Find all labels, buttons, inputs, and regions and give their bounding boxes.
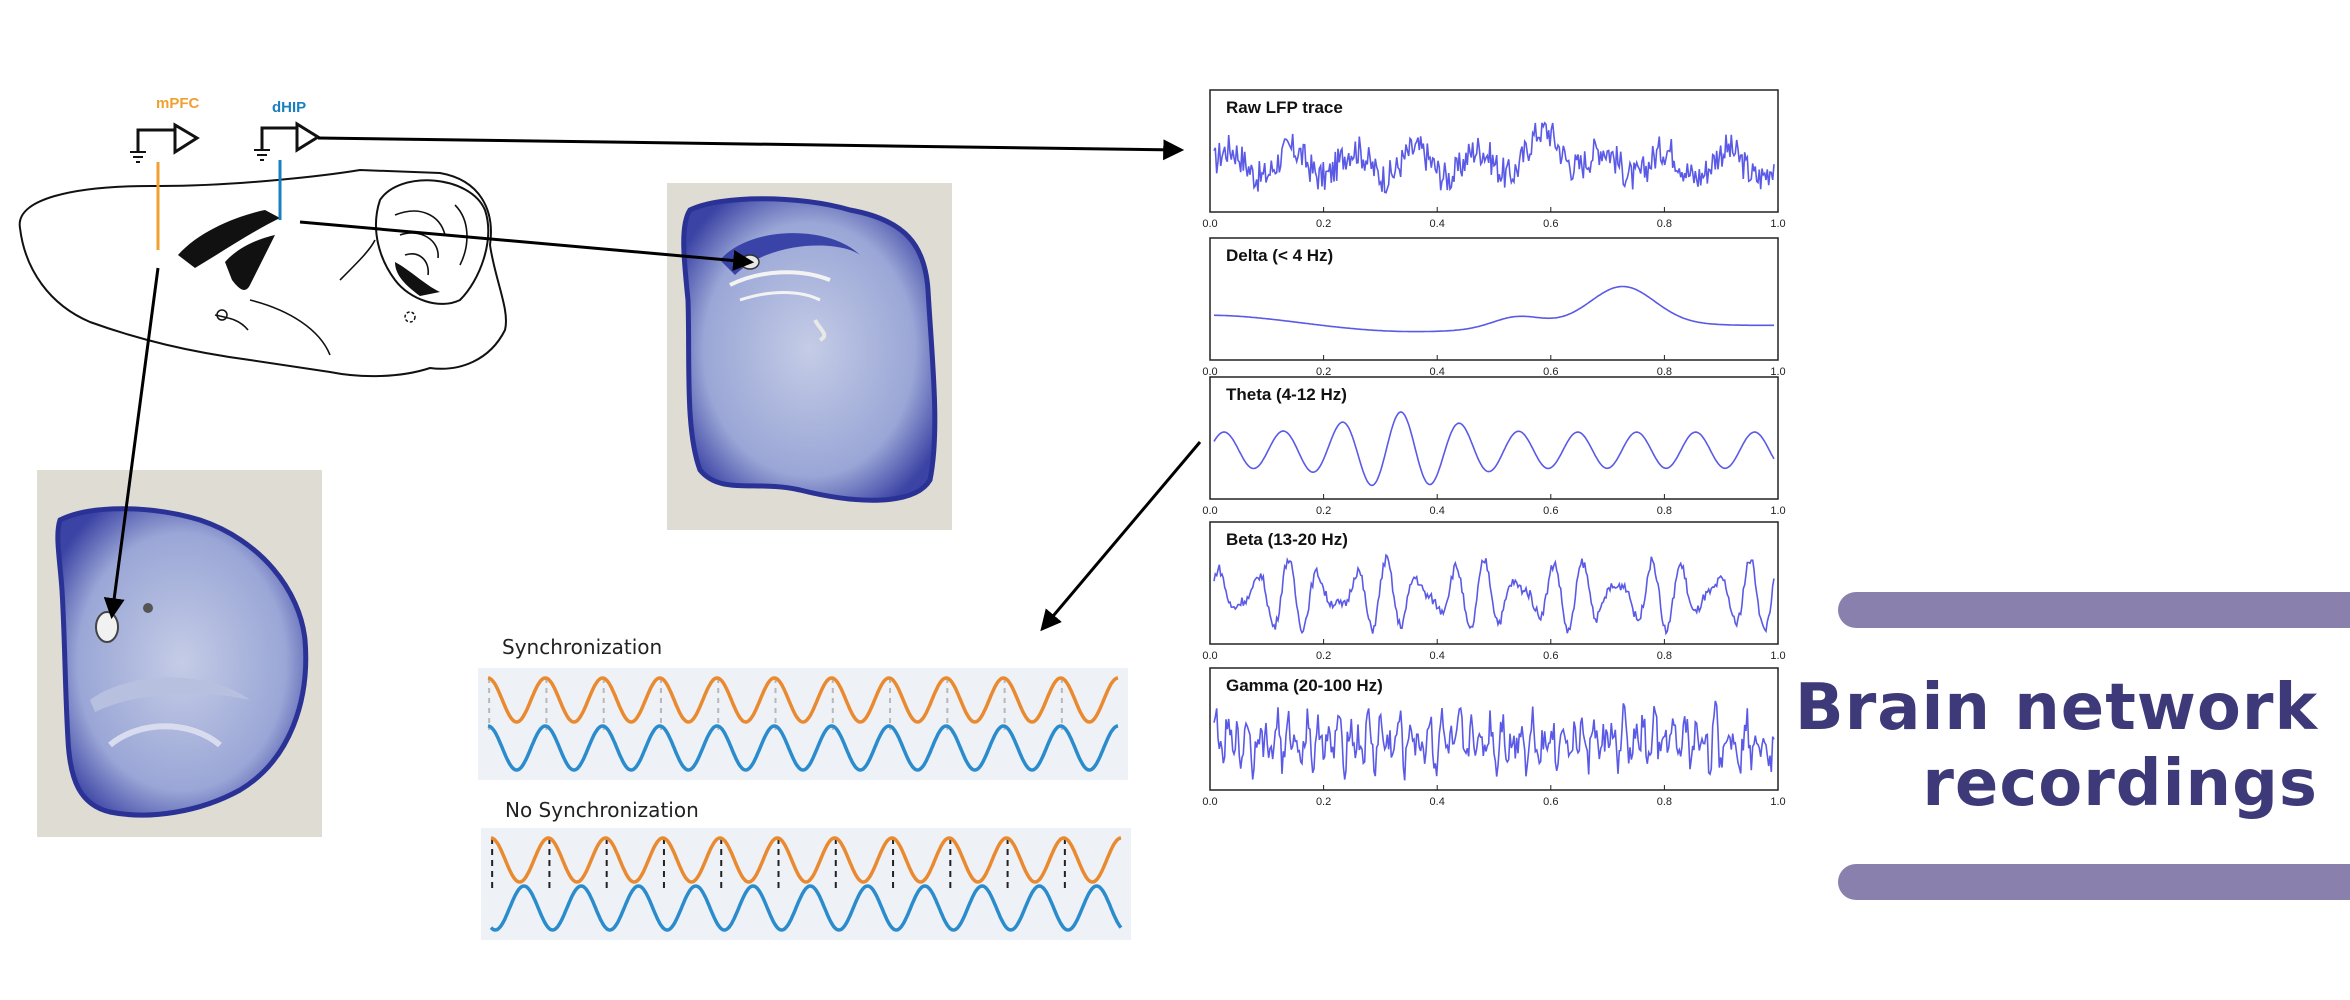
x-tick-label: 0.6 <box>1543 218 1558 230</box>
x-tick-label: 0.2 <box>1316 650 1331 662</box>
x-tick-label: 1.0 <box>1770 505 1785 517</box>
no-synchronization-panel: No Synchronization <box>481 798 1131 940</box>
lfp-panel-frame <box>1209 237 1779 361</box>
arrow-mpfc-to-prefrontal <box>103 267 160 620</box>
panel-label-theta: Theta (4-12 Hz) <box>1226 385 1347 404</box>
x-tick-label: 0.2 <box>1316 505 1331 517</box>
x-tick-label: 0.6 <box>1543 366 1558 378</box>
x-tick-label: 0.8 <box>1657 796 1672 808</box>
x-tick-label: 0.6 <box>1543 650 1558 662</box>
lfp-trace-gamma <box>1213 700 1775 781</box>
x-tick-label: 0.6 <box>1543 505 1558 517</box>
mpfc-amplifier-icon <box>130 122 200 163</box>
x-tick-label: 1.0 <box>1770 366 1785 378</box>
title-block: Brain network recordings <box>1795 670 2318 822</box>
x-tick-label: 0.0 <box>1202 366 1217 378</box>
title-bar-top <box>1838 592 2350 628</box>
arrow-dhip-to-raw-trace <box>317 136 1185 161</box>
arrow-dhip-to-hippocampus <box>299 220 755 271</box>
lfp-trace-raw <box>1213 121 1775 194</box>
x-tick-label: 0.2 <box>1316 366 1331 378</box>
panel-label-beta: Beta (13-20 Hz) <box>1226 530 1348 549</box>
lfp-trace-theta <box>1213 411 1775 487</box>
x-tick-label: 0.8 <box>1657 505 1672 517</box>
lfp-panel-frame <box>1209 376 1779 500</box>
title-line-1: Brain network <box>1794 671 2318 745</box>
x-tick-label: 0.4 <box>1430 505 1445 517</box>
orange-oscillation-wave <box>490 836 1122 884</box>
x-tick-label: 0.2 <box>1316 796 1331 808</box>
x-tick-label: 0.8 <box>1657 650 1672 662</box>
dhip-amplifier-icon <box>254 121 321 161</box>
x-tick-label: 0.0 <box>1202 796 1217 808</box>
lfp-trace-beta <box>1213 553 1775 636</box>
x-tick-label: 0.0 <box>1202 650 1217 662</box>
x-tick-label: 0.4 <box>1430 796 1445 808</box>
x-tick-label: 0.2 <box>1316 218 1331 230</box>
x-tick-label: 0.0 <box>1202 505 1217 517</box>
blue-oscillation-wave <box>489 884 1123 932</box>
blue-oscillation-wave <box>487 724 1119 772</box>
dhip-label: dHIP <box>272 99 306 116</box>
no-sync-label: No Synchronization <box>505 798 699 822</box>
connector-arrows <box>103 136 1202 632</box>
orange-oscillation-wave <box>487 676 1119 724</box>
prefrontal-histology-image <box>37 470 322 837</box>
arrow-theta-to-sync <box>1040 441 1202 632</box>
x-tick-label: 0.0 <box>1202 218 1217 230</box>
x-tick-label: 1.0 <box>1770 650 1785 662</box>
x-tick-label: 1.0 <box>1770 796 1785 808</box>
mpfc-label: mPFC <box>156 95 200 112</box>
x-tick-label: 0.4 <box>1430 366 1445 378</box>
panel-label-gamma: Gamma (20-100 Hz) <box>1226 676 1383 695</box>
lfp-trace-delta <box>1213 285 1774 333</box>
brain-sagittal-diagram: mPFC dHIP <box>18 95 507 378</box>
title-line-2: recordings <box>1922 747 2318 821</box>
x-tick-label: 0.8 <box>1657 218 1672 230</box>
lfp-panel-stack: Raw LFP trace 0.0 0.2 0.4 0.6 0.8 1.0 Delta (< … <box>1202 89 1786 808</box>
x-tick-label: 0.4 <box>1430 218 1445 230</box>
panel-label-raw: Raw LFP trace <box>1226 98 1343 117</box>
panel-label-delta: Delta (< 4 Hz) <box>1226 246 1333 265</box>
x-tick-label: 0.8 <box>1657 366 1672 378</box>
sync-label: Synchronization <box>502 635 662 659</box>
hippocampus-histology-image <box>667 183 952 530</box>
x-tick-label: 0.6 <box>1543 796 1558 808</box>
x-tick-label: 0.4 <box>1430 650 1445 662</box>
title-bar-bottom <box>1838 864 2350 900</box>
x-tick-label: 1.0 <box>1770 218 1785 230</box>
synchronization-panel: Synchronization <box>478 635 1128 780</box>
